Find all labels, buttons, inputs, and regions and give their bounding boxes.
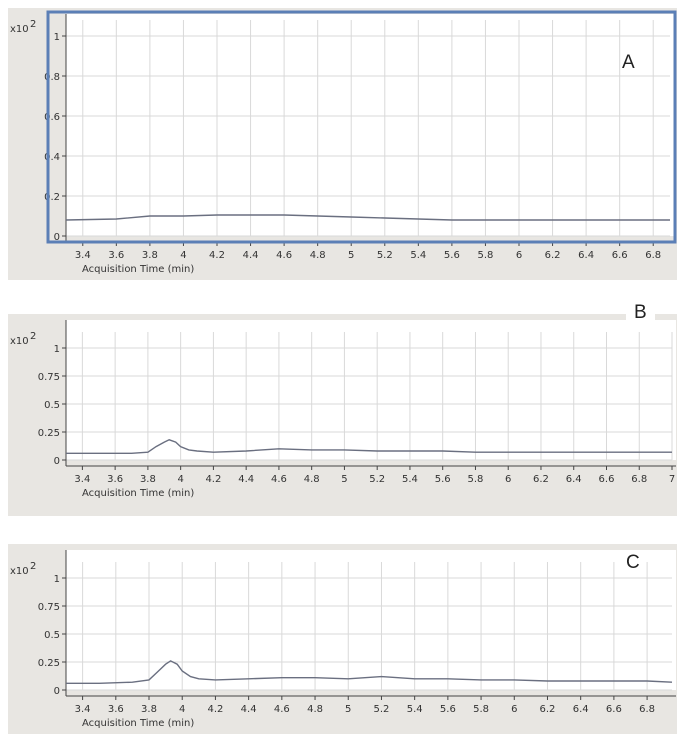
chart-a-x-tick-label: 5.6 xyxy=(444,250,460,261)
chart-b-y-tick-label: 0.75 xyxy=(38,372,60,383)
chromatogram-panel-a: 0 0.2 0.4 0.6 0.8 1 x10 2 3.4 3.6 3.8 4 4.2 4.4 4.6 4.8… xyxy=(8,8,677,280)
chart-b-x-tick-label: 4.4 xyxy=(238,474,254,485)
chart-b-x-tick-label: 7 xyxy=(669,474,675,485)
chart-b-y-tick-label: 0.25 xyxy=(38,428,60,439)
chart-a-x-tick-label: 4.8 xyxy=(310,250,326,261)
chart-c-x-tick-label: 6.8 xyxy=(639,704,655,715)
chart-a-x-axis-label: Acquisition Time (min) xyxy=(82,264,194,275)
chart-b-y-tick-label: 0.5 xyxy=(44,400,60,411)
chart-c-x-tick-label: 3.6 xyxy=(108,704,124,715)
chart-b-x-tick-label: 6.8 xyxy=(631,474,647,485)
chart-b-plot-area xyxy=(66,320,676,460)
chart-a-x-tick-label: 6 xyxy=(516,250,522,261)
chart-c-x-tick-label: 4.2 xyxy=(207,704,223,715)
chart-c-y-tick-label: 0.5 xyxy=(44,630,60,641)
chart-b-x-tick-label: 6.6 xyxy=(599,474,615,485)
chart-a-selection-frame xyxy=(46,10,677,244)
chart-c-x-tick-label: 4 xyxy=(179,704,185,715)
chart-b-svg: 0 0.25 0.5 0.75 1 x10 2 3.4 3.6 3.8 4 4.2 4.4 4.6 4.8 5… xyxy=(10,320,676,499)
chart-c-x-tick-label: 4.8 xyxy=(307,704,323,715)
chart-c-x-tick-label: 6.4 xyxy=(573,704,589,715)
chart-b-x-tick-label: 6 xyxy=(505,474,511,485)
chart-a-y-tick-label: 0.8 xyxy=(44,72,60,83)
chart-b-x-tick-label: 5 xyxy=(341,474,347,485)
chart-b-x-tick-label: 4.2 xyxy=(205,474,221,485)
chart-c-y-multiplier-exp: 2 xyxy=(30,561,36,572)
chart-c-y-tick-label: 0.75 xyxy=(38,602,60,613)
chart-a-y-multiplier-exp: 2 xyxy=(30,19,36,30)
chart-a-svg: 0 0.2 0.4 0.6 0.8 1 x10 2 3.4 3.6 3.8 4 4.2 4.4 4.6 4.8… xyxy=(10,10,677,275)
chart-a-x-tick-label: 5 xyxy=(348,250,354,261)
chart-b-x-tick-label: 6.4 xyxy=(566,474,582,485)
chart-c-x-tick-label: 4.4 xyxy=(241,704,257,715)
chart-a-x-tick-label: 4 xyxy=(180,250,186,261)
chart-c-x-tick-label: 5 xyxy=(345,704,351,715)
chart-c-y-multiplier: x10 xyxy=(10,566,29,577)
chart-c-y-tick-label: 1 xyxy=(54,574,60,585)
chart-c-plot-area xyxy=(66,550,676,690)
chart-c-x-tick-label: 5.8 xyxy=(473,704,489,715)
panel-label-a: A xyxy=(622,52,635,73)
chart-a-x-tick-label: 5.4 xyxy=(410,250,426,261)
chart-c-y-tick-label: 0 xyxy=(54,686,60,697)
chart-c-x-tick-label: 6.2 xyxy=(540,704,556,715)
chart-a-x-tick-label: 6.6 xyxy=(612,250,628,261)
chart-c-x-tick-label: 5.6 xyxy=(440,704,456,715)
chart-b-x-tick-label: 3.6 xyxy=(107,474,123,485)
chart-b-y-multiplier-exp: 2 xyxy=(30,331,36,342)
panel-label-c: C xyxy=(626,552,640,573)
chart-c-x-tick-label: 5.4 xyxy=(407,704,423,715)
chart-b-y-multiplier: x10 xyxy=(10,336,29,347)
chart-a-x-tick-label: 3.8 xyxy=(142,250,158,261)
chart-b-x-tick-label: 6.2 xyxy=(533,474,549,485)
chart-b-x-tick-label: 4.8 xyxy=(304,474,320,485)
chromatogram-panel-b: 0 0.25 0.5 0.75 1 x10 2 3.4 3.6 3.8 4 4.2 4.4 4.6 4.8 5… xyxy=(8,302,677,516)
chart-b-x-tick-label: 5.6 xyxy=(435,474,451,485)
chart-a-x-tick-label: 6.8 xyxy=(645,250,661,261)
chart-b-x-axis-label: Acquisition Time (min) xyxy=(82,488,194,499)
chart-c-x-axis-label: Acquisition Time (min) xyxy=(82,718,194,729)
chart-c-series-line xyxy=(66,660,673,684)
chart-c-y-tick-label: 0.25 xyxy=(38,658,60,669)
chart-a-x-tick-label: 3.4 xyxy=(75,250,91,261)
chart-b-x-tick-label: 4 xyxy=(177,474,183,485)
chart-a-x-tick-label: 6.4 xyxy=(578,250,594,261)
chart-a-x-tick-label: 4.4 xyxy=(243,250,259,261)
chart-b-x-tick-label: 3.4 xyxy=(74,474,90,485)
chart-a-x-tick-label: 4.6 xyxy=(276,250,292,261)
chart-c-x-tick-label: 4.6 xyxy=(274,704,290,715)
chart-a-x-tick-label: 3.6 xyxy=(108,250,124,261)
chart-a-x-tick-label: 4.2 xyxy=(209,250,225,261)
chart-a-x-tick-label: 5.2 xyxy=(377,250,393,261)
chart-a-y-tick-label: 0.4 xyxy=(44,152,60,163)
chart-c-x-tick-label: 6 xyxy=(511,704,517,715)
chart-a-y-tick-label: 0.2 xyxy=(44,192,60,203)
chromatogram-panel-c: 0 0.25 0.5 0.75 1 x10 2 3.4 3.6 3.8 4 4.2 4.4 4.6 4.8 5… xyxy=(8,544,677,734)
chart-b-x-tick-label: 5.8 xyxy=(468,474,484,485)
chart-b-y-tick-label: 1 xyxy=(54,344,60,355)
chart-a-plot-area xyxy=(66,14,674,236)
chart-b-y-tick-label: 0 xyxy=(54,456,60,467)
chart-b-x-tick-label: 4.6 xyxy=(271,474,287,485)
chart-a-y-tick-label: 0.6 xyxy=(44,112,60,123)
chart-a-y-tick-label: 0 xyxy=(54,232,60,243)
chart-c-x-tick-label: 6.6 xyxy=(606,704,622,715)
chart-a-x-tick-label: 6.2 xyxy=(545,250,561,261)
chart-b-x-tick-label: 5.2 xyxy=(369,474,385,485)
chart-c-x-tick-label: 3.4 xyxy=(75,704,91,715)
chart-a-x-tick-label: 5.8 xyxy=(477,250,493,261)
chart-a-y-tick-label: 1 xyxy=(54,32,60,43)
chart-c-svg: 0 0.25 0.5 0.75 1 x10 2 3.4 3.6 3.8 4 4.2 4.4 4.6 4.8 5… xyxy=(10,550,676,729)
chart-b-x-tick-label: 3.8 xyxy=(140,474,156,485)
chart-c-x-tick-label: 3.8 xyxy=(141,704,157,715)
chart-b-series-line xyxy=(66,439,672,454)
chart-a-series-line xyxy=(65,214,670,221)
chart-a-y-multiplier: x10 xyxy=(10,24,29,35)
chart-c-x-tick-label: 5.2 xyxy=(373,704,389,715)
chart-b-x-tick-label: 5.4 xyxy=(402,474,418,485)
panel-label-b: B xyxy=(626,302,655,324)
